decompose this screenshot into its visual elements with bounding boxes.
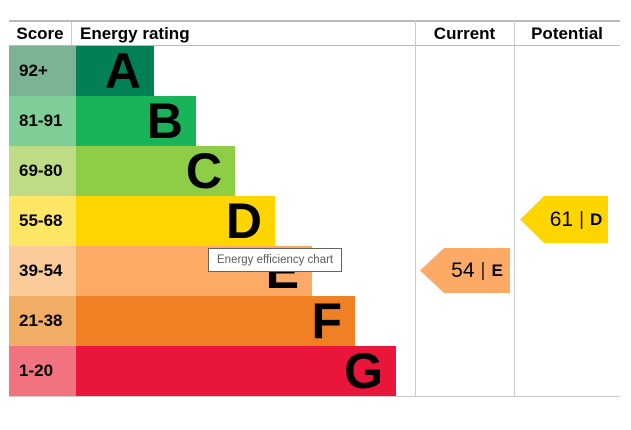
- band-row-c: 69-80 C: [9, 146, 620, 196]
- score-range-cell: 92+: [9, 46, 76, 96]
- separator: |: [480, 259, 486, 281]
- rating-bar: C: [76, 146, 235, 196]
- separator: |: [579, 208, 584, 230]
- band-row-d: 55-68 D: [9, 196, 620, 246]
- tooltip: Energy efficiency chart: [208, 248, 343, 272]
- header-divider: [71, 22, 72, 45]
- table-header: Score Energy rating Current Potential: [9, 20, 620, 46]
- current-rating-letter: E: [491, 260, 503, 280]
- header-potential: Potential: [531, 23, 603, 43]
- table-bottom-border: [9, 396, 620, 397]
- rating-bar: G: [76, 346, 396, 396]
- potential-column-divider: [514, 20, 515, 397]
- band-row-g: 1-20 G: [9, 346, 620, 396]
- rating-bar: D: [76, 196, 275, 246]
- band-row-f: 21-38 F: [9, 296, 620, 346]
- potential-rating-letter: D: [590, 209, 603, 229]
- score-range-cell: 55-68: [9, 196, 76, 246]
- score-range-cell: 39-54: [9, 246, 76, 296]
- potential-score-value: 61: [549, 207, 574, 231]
- score-range-cell: 81-91: [9, 96, 76, 146]
- current-score-value: 54: [451, 258, 475, 282]
- score-range-cell: 69-80: [9, 146, 76, 196]
- band-row-a: 92+ A: [9, 46, 620, 96]
- rating-bar: B: [76, 96, 196, 146]
- score-range-cell: 21-38: [9, 296, 76, 346]
- header-energy-rating: Energy rating: [80, 23, 190, 43]
- band-row-b: 81-91 B: [9, 96, 620, 146]
- header-score: Score: [16, 23, 64, 43]
- rating-bar: F: [76, 296, 355, 346]
- header-current: Current: [433, 23, 496, 43]
- score-range-cell: 1-20: [9, 346, 76, 396]
- current-column-divider: [415, 20, 416, 397]
- rating-bar: A: [76, 46, 154, 96]
